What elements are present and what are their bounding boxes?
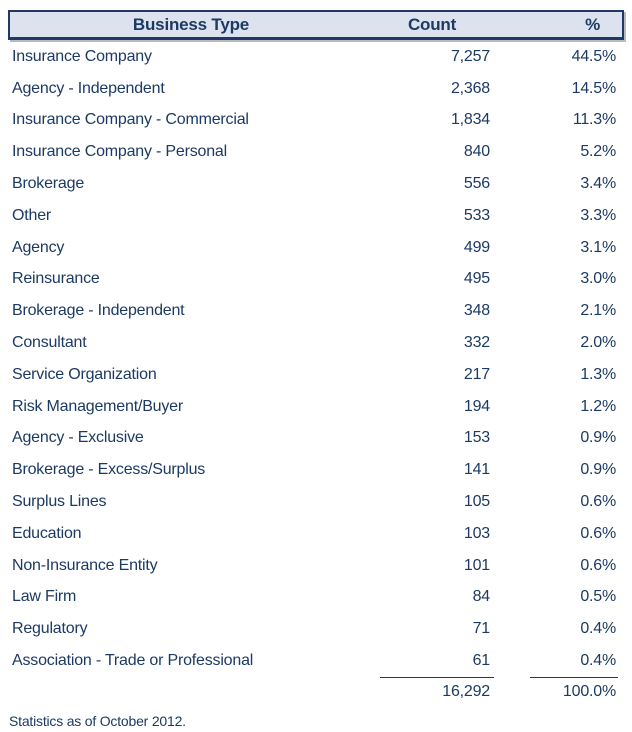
table-body: Insurance Company 7,257 44.5% Agency - I… xyxy=(8,41,624,677)
percent-cell: 0.9% xyxy=(580,461,616,479)
count-cell: 499 xyxy=(463,238,490,256)
business-type-cell: Insurance Company xyxy=(12,47,152,65)
table-row: Insurance Company 7,257 44.5% xyxy=(8,41,624,73)
business-type-cell: Consultant xyxy=(12,334,87,352)
count-cell: 495 xyxy=(463,270,490,288)
business-type-cell: Brokerage xyxy=(12,175,85,193)
business-type-cell: Brokerage - Independent xyxy=(12,302,185,320)
count-cell: 7,257 xyxy=(450,47,490,65)
business-type-cell: Insurance Company - Personal xyxy=(12,143,227,161)
percent-cell: 5.2% xyxy=(580,143,616,161)
count-cell: 556 xyxy=(463,175,490,193)
percent-cell: 0.4% xyxy=(580,620,616,638)
count-cell: 105 xyxy=(463,493,490,511)
percent-cell: 3.4% xyxy=(580,175,616,193)
total-percent-value: 100.0% xyxy=(562,682,616,700)
count-cell: 71 xyxy=(472,620,491,638)
table-row: Agency - Exclusive 153 0.9% xyxy=(8,423,624,455)
percent-cell: 11.3% xyxy=(572,111,616,129)
percent-cell: 3.0% xyxy=(580,270,616,288)
business-type-cell: Agency - Exclusive xyxy=(12,429,144,447)
table-row: Insurance Company - Commercial 1,834 11.… xyxy=(8,105,624,137)
table-row: Brokerage 556 3.4% xyxy=(8,168,624,200)
count-cell: 61 xyxy=(472,652,491,670)
table-row: Insurance Company - Personal 840 5.2% xyxy=(8,136,624,168)
business-type-cell: Reinsurance xyxy=(12,270,100,288)
total-row: 16,292 100.0% xyxy=(8,676,624,701)
count-cell: 153 xyxy=(463,429,490,447)
table-row: Law Firm 84 0.5% xyxy=(8,582,624,614)
business-type-cell: Service Organization xyxy=(12,365,157,383)
total-percent-underline xyxy=(530,676,618,678)
percent-cell: 0.6% xyxy=(580,556,616,574)
table-row: Brokerage - Independent 348 2.1% xyxy=(8,295,624,327)
count-cell: 217 xyxy=(463,365,490,383)
count-cell: 840 xyxy=(463,143,490,161)
percent-cell: 0.5% xyxy=(580,588,616,606)
count-cell: 2,368 xyxy=(450,79,490,97)
table-row: Regulatory 71 0.4% xyxy=(8,613,624,645)
percent-cell: 0.6% xyxy=(580,493,616,511)
total-count-cell: 16,292 xyxy=(374,676,494,701)
table-row: Education 103 0.6% xyxy=(8,518,624,550)
table-row: Reinsurance 495 3.0% xyxy=(8,264,624,296)
count-cell: 332 xyxy=(463,334,490,352)
business-type-cell: Regulatory xyxy=(12,620,88,638)
table-row: Other 533 3.3% xyxy=(8,200,624,232)
table-row: Surplus Lines 105 0.6% xyxy=(8,486,624,518)
percent-cell: 2.1% xyxy=(580,302,616,320)
percent-cell: 44.5% xyxy=(571,47,617,65)
table-row: Association - Trade or Professional 61 0… xyxy=(8,645,624,677)
business-type-cell: Education xyxy=(12,524,82,542)
count-cell: 103 xyxy=(463,524,490,542)
business-type-cell: Other xyxy=(12,206,52,224)
percent-cell: 0.4% xyxy=(580,652,616,670)
header-count: Count xyxy=(407,14,457,34)
header-business-type: Business Type xyxy=(132,14,250,34)
business-type-cell: Non-Insurance Entity xyxy=(12,556,158,574)
business-type-table: Business Type Count % Insurance Company … xyxy=(8,10,624,701)
stats-footnote: Statistics as of October 2012. xyxy=(9,712,186,729)
count-cell: 194 xyxy=(463,397,490,415)
count-cell: 533 xyxy=(463,206,490,224)
total-count-underline xyxy=(380,676,494,678)
count-cell: 101 xyxy=(463,556,490,574)
business-type-cell: Surplus Lines xyxy=(12,493,107,511)
total-count-value: 16,292 xyxy=(442,682,490,700)
table-row: Agency - Independent 2,368 14.5% xyxy=(8,73,624,105)
table-header-row: Business Type Count % xyxy=(8,10,624,40)
business-type-cell: Brokerage - Excess/Surplus xyxy=(12,461,206,479)
percent-cell: 3.1% xyxy=(580,238,616,256)
count-cell: 1,834 xyxy=(450,111,490,129)
percent-cell: 14.5% xyxy=(571,79,617,97)
business-type-cell: Association - Trade or Professional xyxy=(12,652,254,670)
business-type-cell: Law Firm xyxy=(12,588,77,606)
table-row: Risk Management/Buyer 194 1.2% xyxy=(8,391,624,423)
table-row: Agency 499 3.1% xyxy=(8,232,624,264)
percent-cell: 0.9% xyxy=(580,429,616,447)
business-type-cell: Insurance Company - Commercial xyxy=(12,111,249,129)
business-type-cell: Risk Management/Buyer xyxy=(12,397,183,415)
total-percent-cell: 100.0% xyxy=(494,676,624,701)
business-type-cell: Agency - Independent xyxy=(12,79,165,97)
count-cell: 348 xyxy=(463,302,490,320)
percent-cell: 1.2% xyxy=(580,397,616,415)
percent-cell: 0.6% xyxy=(580,524,616,542)
count-cell: 84 xyxy=(472,588,491,606)
header-percent: % xyxy=(585,14,600,34)
business-type-cell: Agency xyxy=(12,238,65,256)
table-row: Consultant 332 2.0% xyxy=(8,327,624,359)
table-row: Brokerage - Excess/Surplus 141 0.9% xyxy=(8,454,624,486)
table-row: Service Organization 217 1.3% xyxy=(8,359,624,391)
count-cell: 141 xyxy=(463,461,490,479)
percent-cell: 2.0% xyxy=(580,334,616,352)
table-row: Non-Insurance Entity 101 0.6% xyxy=(8,550,624,582)
percent-cell: 1.3% xyxy=(580,365,616,383)
percent-cell: 3.3% xyxy=(580,206,616,224)
